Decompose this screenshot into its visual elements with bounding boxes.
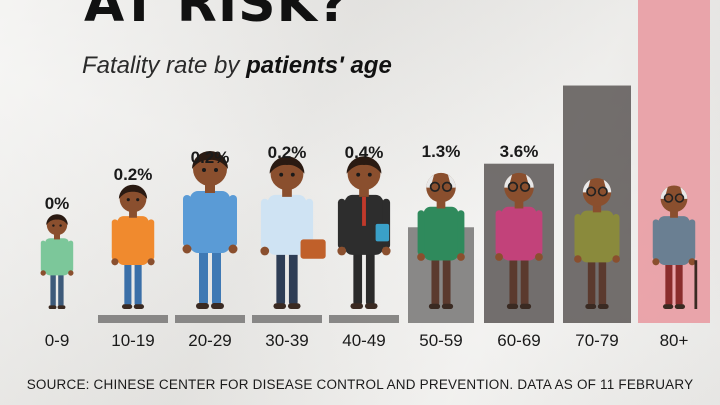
person-0-9 <box>40 214 74 309</box>
source-note: SOURCE: CHINESE CENTER FOR DISEASE CONTR… <box>26 377 694 392</box>
person-10-19 <box>111 184 155 309</box>
category-label-70-79: 70-79 <box>575 331 618 350</box>
category-labels: 0-9 10-19 20-29 30-39 40-49 50-59 60-69 70-79 80… <box>45 331 689 350</box>
category-label-30-39: 30-39 <box>265 331 308 350</box>
cane-icon <box>694 260 698 309</box>
person-30-39 <box>260 156 326 309</box>
chart-subtitle: Fatality rate by patients' age <box>82 52 392 80</box>
subtitle-prefix: Fatality rate by <box>82 52 247 79</box>
category-label-20-29: 20-29 <box>188 331 231 350</box>
value-label-30-39: 0.2% <box>268 143 307 162</box>
person-40-49 <box>337 156 391 309</box>
value-label-0-9: 0% <box>45 194 70 213</box>
category-label-0-9: 0-9 <box>45 331 70 350</box>
bar-10-19 <box>98 315 168 323</box>
category-label-10-19: 10-19 <box>111 331 154 350</box>
bar-30-39 <box>252 315 322 323</box>
value-label-60-69: 3.6% <box>500 142 539 161</box>
value-label-20-29: 0.2% <box>191 148 230 167</box>
folder-icon <box>375 223 390 242</box>
value-label-50-59: 1.3% <box>422 142 461 161</box>
bar-20-29 <box>175 315 245 323</box>
category-label-40-49: 40-49 <box>342 331 385 350</box>
value-labels: 0% 0.2% 0.2% 0.2% 0.4% 1.3% 3.6% <box>45 142 539 213</box>
person-20-29 <box>182 151 238 309</box>
bar-80+ <box>638 0 710 323</box>
figures <box>40 151 698 309</box>
person-80+ <box>652 185 698 309</box>
category-label-80+: 80+ <box>660 331 689 350</box>
fatality-rate-chart: 0% 0.2% 0.2% 0.2% 0.4% 1.3% 3.6% 0-9 10-19 20-29 3… <box>40 0 710 350</box>
subtitle-emphasis: patients' age <box>246 52 392 79</box>
category-label-50-59: 50-59 <box>419 331 462 350</box>
category-label-60-69: 60-69 <box>497 331 540 350</box>
person-60-69 <box>495 172 543 309</box>
headline: AT RISK? <box>84 0 350 34</box>
value-label-10-19: 0.2% <box>114 165 153 184</box>
person-50-59 <box>417 172 465 309</box>
briefcase-icon <box>300 239 326 259</box>
person-70-79 <box>574 178 620 309</box>
bar-40-49 <box>329 315 399 323</box>
value-label-40-49: 0.4% <box>345 143 384 162</box>
